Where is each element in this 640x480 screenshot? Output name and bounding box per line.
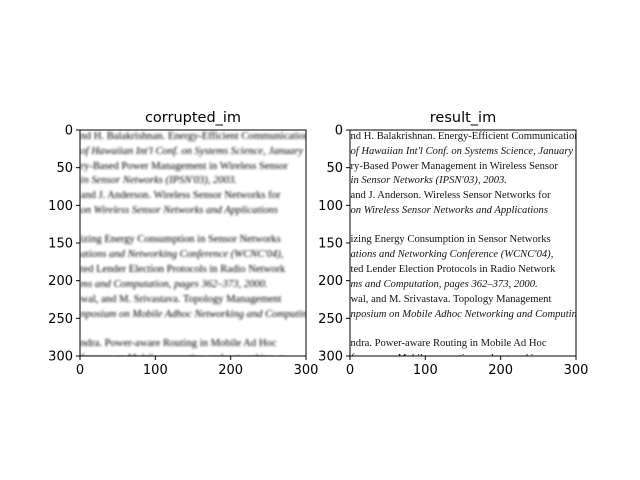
corrupted-image-text-line: wal, and M. Srivastava. Topology Managem… (81, 294, 282, 305)
result-x-tick-label: 0 (346, 363, 354, 378)
result-image-text-line: nposium on Mobile Adhoc Networking and C… (351, 309, 583, 320)
result-y-tick-label: 50 (326, 161, 343, 176)
result-image-text-line: of Hawaiian Int'l Conf. on Systems Scien… (351, 146, 574, 157)
result-image-text-line: ations and Networking Conference (WCNC'0… (351, 249, 554, 260)
result-image-text-line: ndra. Power-aware Routing in Mobile Ad H… (351, 338, 547, 349)
result-x-tick-label: 200 (488, 363, 513, 378)
result-image-text-line: ry-Based Power Management in Wireless Se… (351, 161, 559, 172)
corrupted-image-text-line: on Wireless Sensor Networks and Applicat… (81, 205, 278, 216)
corrupted-image: nd H. Balakrishnan. Energy-Efficient Com… (81, 131, 313, 364)
result-y-tick-label: 200 (318, 274, 343, 289)
corrupted-image-text-line: ations and Networking Conference (WCNC'0… (81, 249, 284, 260)
result-y-tick-label: 250 (318, 312, 343, 327)
corrupted-x-tick-label: 100 (143, 363, 168, 378)
result-x-tick-label: 300 (564, 363, 589, 378)
result-y-tick-label: 100 (318, 199, 343, 214)
corrupted-image-text-line: ry-Based Power Management in Wireless Se… (81, 161, 289, 172)
corrupted-title: corrupted_im (145, 110, 241, 126)
corrupted-y-tick-label: 100 (48, 199, 73, 214)
result-image: nd H. Balakrishnan. Energy-Efficient Com… (351, 131, 583, 364)
corrupted-x-tick-label: 200 (218, 363, 243, 378)
corrupted-image-background (80, 130, 306, 356)
corrupted-image-text-line: ted Lender Election Protocols in Radio N… (81, 264, 286, 275)
corrupted-x-tick-label: 0 (76, 363, 84, 378)
corrupted-x-tick-label: 300 (294, 363, 319, 378)
result-image-text-line: in Sensor Networks (IPSN'03), 2003. (351, 175, 507, 186)
result-y-tick-label: 300 (318, 350, 343, 365)
corrupted-image-text-line: in Sensor Networks (IPSN'03), 2003. (81, 175, 237, 186)
result-image-text-line: ms and Computation, pages 362–373, 2000. (351, 279, 538, 290)
result-image-background (350, 130, 576, 356)
corrupted-y-tick-label: 200 (48, 274, 73, 289)
corrupted-image-text-line: izing Energy Consumption in Sensor Netwo… (81, 234, 281, 245)
corrupted-image-text-line: nd H. Balakrishnan. Energy-Efficient Com… (81, 131, 311, 142)
corrupted-image-text-line: nposium on Mobile Adhoc Networking and C… (81, 309, 313, 320)
result-y-tick-label: 0 (335, 124, 343, 139)
result-image-text-line: izing Energy Consumption in Sensor Netwo… (351, 234, 551, 245)
result-image-text-line: and J. Anderson. Wireless Sensor Network… (351, 190, 552, 201)
result-title: result_im (430, 110, 496, 126)
corrupted-image-text-line: ference on Mobile computing and networki… (81, 353, 285, 364)
corrupted-y-tick-label: 250 (48, 312, 73, 327)
corrupted-y-tick-label: 150 (48, 237, 73, 252)
corrupted-y-tick-label: 0 (65, 124, 73, 139)
corrupted-image-text-line: ms and Computation, pages 362–373, 2000. (81, 279, 268, 290)
corrupted-panel: corrupted_im nd H. Balakrishnan. Energy-… (48, 110, 318, 378)
corrupted-image-text-line: of Hawaiian Int'l Conf. on Systems Scien… (81, 146, 304, 157)
result-image-text-line: wal, and M. Srivastava. Topology Managem… (351, 294, 552, 305)
result-panel: result_im nd H. Balakrishnan. Energy-Eff… (318, 110, 588, 378)
result-image-text-line: ference on Mobile computing and networki… (351, 353, 555, 364)
corrupted-image-text-line: and J. Anderson. Wireless Sensor Network… (81, 190, 282, 201)
result-y-tick-label: 150 (318, 237, 343, 252)
corrupted-image-text-line: ndra. Power-aware Routing in Mobile Ad H… (81, 338, 277, 349)
result-image-text-line: ted Lender Election Protocols in Radio N… (351, 264, 556, 275)
result-image-text-line: nd H. Balakrishnan. Energy-Efficient Com… (351, 131, 581, 142)
result-x-tick-label: 100 (413, 363, 438, 378)
result-image-text-line: on Wireless Sensor Networks and Applicat… (351, 205, 548, 216)
corrupted-y-tick-label: 300 (48, 350, 73, 365)
corrupted-y-tick-label: 50 (56, 161, 73, 176)
